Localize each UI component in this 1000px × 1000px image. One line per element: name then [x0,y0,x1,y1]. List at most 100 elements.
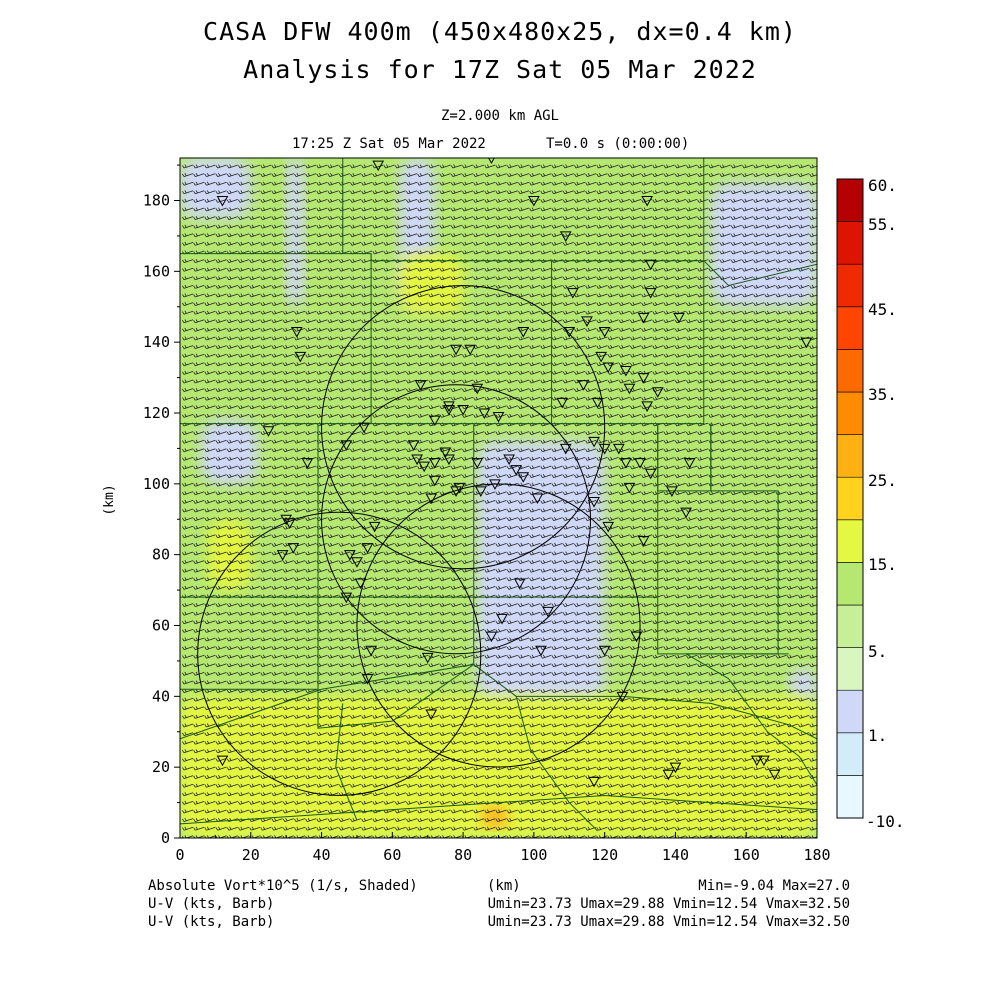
wind-barb [294,198,306,203]
wind-barb [708,190,720,195]
wind-barb [798,310,810,315]
wind-barb [417,233,429,238]
wind-barb [742,172,754,177]
wind-barb [260,276,272,281]
wind-barb [574,284,586,289]
wind-barb [663,284,675,289]
wind-barb [350,241,362,246]
wind-barb [294,224,306,229]
wind-barb [316,276,328,281]
wind-barb [249,284,261,289]
wind-barb [641,190,653,195]
wind-barb [618,207,630,212]
wind-barb [484,301,496,306]
wind-barb [383,276,395,281]
wind-barb [406,207,418,212]
wind-barb [742,284,754,289]
wind-barb [596,224,608,229]
wind-barb [518,310,530,315]
wind-barb [305,293,317,298]
wind-barb [372,293,384,298]
wind-barb [495,293,507,298]
wind-barb [596,267,608,272]
wind-barb [719,241,731,246]
wind-barb [450,181,462,186]
wind-barb [753,267,765,272]
wind-barb [428,276,440,281]
wind-barb [238,293,250,298]
wind-barb [350,319,362,324]
wind-barb [372,207,384,212]
valid-time-label: 17:25 Z Sat 05 Mar 2022 [292,136,486,152]
wind-barb [775,164,787,169]
wind-barb [686,276,698,281]
wind-barb [674,172,686,177]
wind-barb [786,284,798,289]
wind-barb [596,310,608,315]
wind-barb [462,190,474,195]
wind-barb [193,190,205,195]
wind-barb [809,241,817,246]
wind-barb [775,258,787,263]
wind-barb [585,301,597,306]
wind-barb [439,190,451,195]
wind-barb [182,319,194,324]
wind-barb [383,233,395,238]
wind-barb [596,164,608,169]
x-tick-label: 100 [520,846,547,864]
wind-barb [260,172,272,177]
wind-barb [764,301,776,306]
wind-barb [305,267,317,272]
wind-barb [316,241,328,246]
colorbar-label: 35. [868,385,897,404]
colorbar-band [836,349,864,393]
vorticity-patch [788,668,817,704]
wind-barb [529,190,541,195]
wind-barb [663,233,675,238]
wind-barb [652,267,664,272]
wind-barb [562,310,574,315]
wind-barb [686,293,698,298]
wind-barb [562,181,574,186]
wind-barb [215,164,227,169]
wind-barb [630,181,642,186]
wind-barb [238,310,250,315]
wind-barb [618,284,630,289]
wind-barb [742,258,754,263]
wind-barb [562,164,574,169]
wind-barb [730,181,742,186]
wind-barb [775,276,787,281]
wind-barb [596,215,608,220]
wind-barb [607,267,619,272]
wind-barb [226,233,238,238]
colorbar-label: 60. [868,176,897,195]
wind-barb [450,198,462,203]
wind-barb [226,172,238,177]
wind-barb [529,233,541,238]
wind-barb [652,310,664,315]
x-tick-label: 20 [242,846,260,864]
wind-barb [215,284,227,289]
wind-barb [282,190,294,195]
wind-barb [249,241,261,246]
wind-barb [551,276,563,281]
wind-barb [327,293,339,298]
wind-barb [350,301,362,306]
wind-barb [361,181,373,186]
wind-barb [327,215,339,220]
wind-barb [394,301,406,306]
wind-barb [462,301,474,306]
wind-barb [775,190,787,195]
wind-barb [551,172,563,177]
wind-barb [361,224,373,229]
wind-barb [730,172,742,177]
wind-barb [271,164,283,169]
wind-barb [630,224,642,229]
wind-barb [406,215,418,220]
wind-barb [238,301,250,306]
wind-barb [630,250,642,255]
wind-barb [406,310,418,315]
wind-barb [730,267,742,272]
wind-barb [394,164,406,169]
wind-barb [518,301,530,306]
